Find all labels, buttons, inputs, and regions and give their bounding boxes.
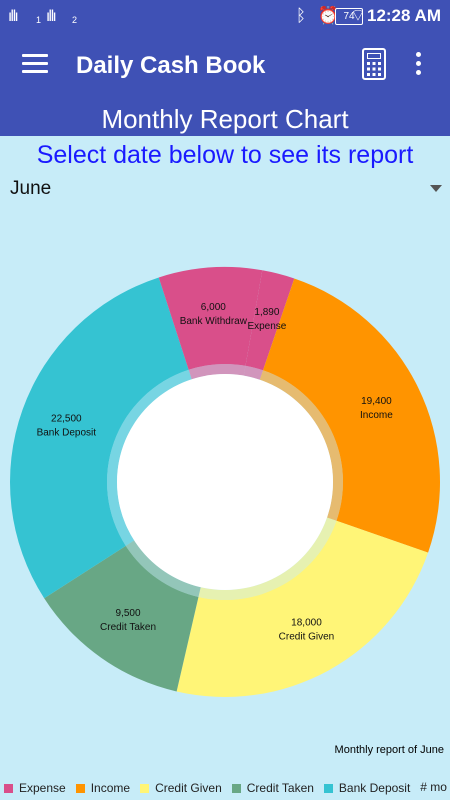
slice-value-label: 6,000: [201, 302, 226, 313]
slice-value-label: 9,500: [116, 608, 141, 619]
slice-value-label: 22,500: [51, 413, 82, 424]
legend-label: Credit Taken: [246, 781, 314, 795]
slice-credit-taken[interactable]: [44, 545, 199, 692]
donut-hole: [117, 374, 333, 590]
month-dropdown-value: June: [10, 178, 52, 199]
legend-label: Income: [90, 781, 131, 795]
legend-item: Expense: [4, 780, 66, 796]
page-title: Monthly Report Chart: [0, 102, 450, 136]
legend-more-label: # mo: [420, 780, 447, 794]
legend-swatch: [140, 783, 150, 793]
more-options-icon[interactable]: [410, 52, 426, 82]
chart-legend: Expense Income Credit Given Credit Taken Ban…: [4, 780, 447, 796]
slice-ring-credit-taken: [125, 540, 201, 597]
slice-value-label: 19,400: [361, 396, 392, 407]
slice-name-label: Credit Given: [279, 631, 335, 642]
legend-swatch: [231, 783, 241, 793]
legend-swatch: [75, 783, 85, 793]
app-bar: Daily Cash Book: [0, 32, 450, 102]
sim1-label: 1: [36, 15, 42, 25]
clock: 12:28 AM: [366, 6, 441, 25]
legend-item: Credit Given: [140, 780, 222, 796]
slice-bank-withdraw[interactable]: [158, 267, 263, 370]
slice-ring-income: [259, 370, 343, 521]
slice-value-label: 1,890: [254, 307, 279, 318]
signal-icon: ıllı: [8, 7, 19, 25]
alarm-icon: ⏰: [317, 6, 339, 26]
slice-name-label: Expense: [247, 321, 286, 332]
month-dropdown[interactable]: June: [10, 178, 444, 204]
slice-income[interactable]: [263, 278, 440, 553]
sim2-label: 2: [72, 15, 78, 25]
slice-name-label: Bank Deposit: [37, 427, 97, 438]
status-bar: ıllı 1 ıllı 2 ᛒ ⏰ ⌔ 74 12:28 AM: [0, 0, 450, 32]
chart-description: Monthly report of June: [334, 744, 444, 756]
menu-icon[interactable]: [22, 54, 48, 80]
slice-value-label: 18,000: [291, 617, 322, 628]
slice-credit-given[interactable]: [176, 520, 429, 697]
slice-name-label: Income: [360, 410, 393, 421]
slice-bank-deposit[interactable]: [10, 277, 189, 599]
legend-item: Income: [75, 780, 131, 796]
slice-name-label: Credit Taken: [100, 622, 156, 633]
slice-name-label: Bank Withdraw: [180, 316, 248, 327]
legend-swatch: [323, 783, 333, 793]
instruction-text: Select date below to see its report: [36, 141, 414, 169]
legend-item: Credit Taken: [231, 780, 314, 796]
bluetooth-icon: ᛒ: [295, 6, 307, 26]
slice-ring-credit-given: [198, 517, 337, 600]
legend-label: Bank Deposit: [338, 781, 411, 795]
legend-label: Expense: [19, 781, 66, 795]
battery-icon: 74: [335, 8, 363, 25]
app-title: Daily Cash Book: [76, 52, 266, 79]
dropdown-arrow-icon: [430, 185, 442, 192]
legend-swatch: [4, 783, 13, 793]
donut-chart[interactable]: 1,890 Expense 19,400 Income 18,000 Credit Giv…: [0, 250, 450, 710]
slice-ring-bank-withdraw: [188, 364, 246, 380]
calculator-icon[interactable]: [362, 48, 386, 80]
signal-icon: ıllı: [46, 7, 57, 25]
legend-label: Credit Given: [155, 781, 222, 795]
legend-item: Bank Deposit: [323, 780, 411, 796]
slice-ring-expense: [243, 365, 264, 380]
slice-expense[interactable]: [245, 270, 295, 371]
